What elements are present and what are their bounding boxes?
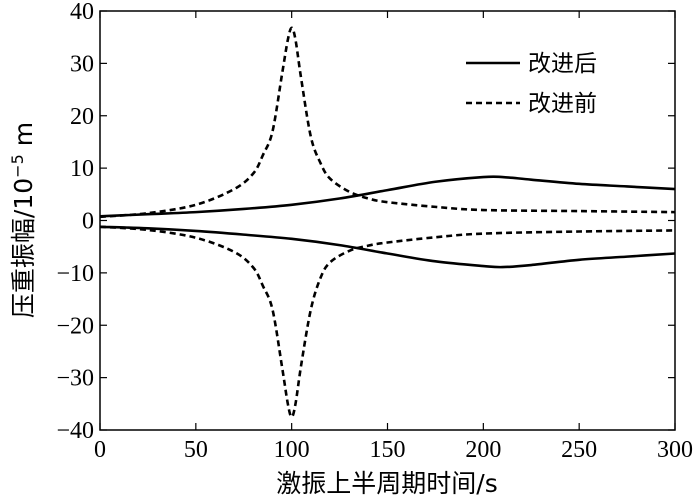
y-axis-title-main: 压重振幅/10 [9,178,38,318]
y-tick-label: 20 [70,104,94,130]
y-axis-title-exponent: −5 [8,154,27,178]
series-line-dashed-3 [99,225,676,419]
series-layer [99,26,676,419]
y-tick-label: −20 [56,313,94,339]
x-tick-label: 100 [274,437,310,463]
x-tick-label: 300 [657,437,693,463]
legend: 改进后 改进前 [466,51,597,117]
y-tick-label: 0 [82,209,94,235]
y-tick-label: 40 [70,0,94,25]
series-line-dashed-2 [99,26,676,219]
legend-label-dashed: 改进前 [528,91,597,117]
x-tick-label: 0 [94,437,106,463]
y-axis-title-unit: m [9,122,38,154]
series-line-solid-0 [99,175,676,218]
y-tick-label: 10 [70,156,94,182]
y-tick-label: −10 [56,261,94,287]
x-tick-label: 200 [465,437,501,463]
tick-layer: 0 50 100 150 200 250 300 −40 −30 −20 −10 0 10 20 30 40 [56,0,693,463]
series-line-solid-1 [99,225,676,269]
y-tick-label: −40 [56,418,94,444]
y-tick-label: 30 [70,51,94,77]
x-tick-label: 150 [370,437,406,463]
x-tick-label: 50 [184,437,208,463]
y-axis-title: 压重振幅/10−5 m [8,122,39,318]
x-tick-label: 250 [561,437,597,463]
legend-label-solid: 改进后 [528,51,597,77]
x-axis-title: 激振上半周期时间/s [276,469,497,498]
y-tick-label: −30 [56,366,94,392]
